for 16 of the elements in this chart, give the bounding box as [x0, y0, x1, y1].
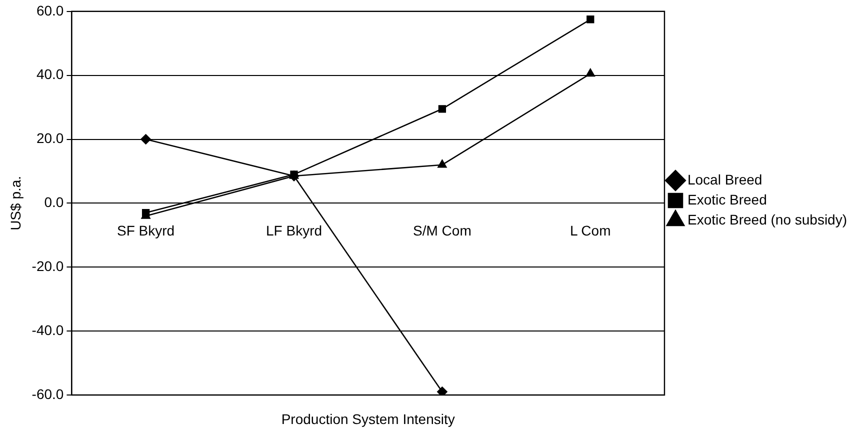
- y-axis-title: US$ p.a.: [7, 176, 24, 230]
- y-tick-label: -60.0: [32, 386, 64, 402]
- y-tick-label: 40.0: [36, 66, 64, 82]
- y-tick-label: 0.0: [44, 194, 64, 210]
- x-tick-label: SF Bkyrd: [117, 222, 175, 238]
- legend-label: Exotic Breed: [687, 191, 767, 208]
- x-axis-title: Production System Intensity: [281, 410, 455, 427]
- y-tick-label: -40.0: [32, 322, 64, 338]
- y-tick-label: 20.0: [36, 130, 64, 146]
- x-tick-label: L Com: [570, 222, 611, 238]
- y-tick-label: -20.0: [32, 258, 64, 274]
- x-tick-label: LF Bkyrd: [266, 222, 322, 238]
- legend-label: Local Breed: [687, 171, 762, 188]
- y-tick-label: 60.0: [36, 2, 64, 18]
- legend-label: Exotic Breed (no subsidy): [687, 211, 848, 228]
- x-tick-label: S/M Com: [413, 222, 472, 238]
